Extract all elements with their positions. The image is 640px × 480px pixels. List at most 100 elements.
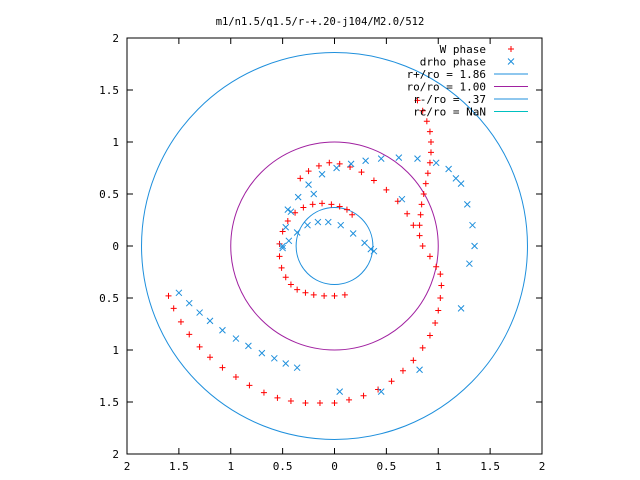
data-point xyxy=(414,155,421,162)
y-tick-label: 1 xyxy=(112,344,119,357)
data-point xyxy=(419,243,426,249)
legend-marker xyxy=(508,46,514,52)
data-point xyxy=(270,354,278,362)
data-point xyxy=(302,400,309,407)
data-point xyxy=(422,180,429,187)
radius-circle xyxy=(141,52,528,440)
y-tick-label: 1.5 xyxy=(99,84,119,97)
data-point xyxy=(260,389,267,396)
data-point xyxy=(336,203,343,210)
data-point xyxy=(362,157,369,165)
data-point xyxy=(426,128,433,135)
legend-label: W phase xyxy=(440,43,486,56)
y-tick-label: 1.5 xyxy=(99,396,119,409)
legend-label: r+/ro = 1.86 xyxy=(407,68,486,81)
data-point xyxy=(426,332,433,339)
data-point xyxy=(170,305,177,312)
data-point xyxy=(435,307,442,314)
y-tick-label: 2 xyxy=(112,32,119,45)
data-point xyxy=(426,159,433,166)
radius-circles xyxy=(141,52,528,440)
data-point xyxy=(310,291,317,298)
data-point xyxy=(419,344,426,351)
data-point xyxy=(419,107,426,114)
data-point xyxy=(388,378,395,385)
y-tick-label: 2 xyxy=(112,448,119,461)
data-point xyxy=(466,260,473,268)
data-point xyxy=(246,382,253,389)
data-point xyxy=(414,97,421,104)
data-point xyxy=(310,190,318,198)
data-point xyxy=(331,292,338,299)
data-point xyxy=(186,331,193,338)
data-point xyxy=(279,244,286,252)
legend-label: rc/ro = NaN xyxy=(413,106,486,119)
data-point xyxy=(278,264,285,271)
data-point xyxy=(420,191,427,197)
data-point xyxy=(287,281,294,288)
data-point xyxy=(375,386,382,393)
data-point xyxy=(445,165,452,173)
data-point xyxy=(370,177,377,184)
data-point xyxy=(399,367,406,374)
data-point xyxy=(276,240,283,247)
data-point xyxy=(232,374,239,381)
data-point xyxy=(309,201,316,208)
y-tick-label: 0.5 xyxy=(99,188,119,201)
data-point xyxy=(423,118,430,125)
data-point xyxy=(433,263,440,270)
x-tick-label: 1 xyxy=(227,460,234,473)
data-point xyxy=(305,181,312,188)
data-point xyxy=(367,245,375,253)
legend-label: ro/ro = 1.00 xyxy=(407,81,486,94)
data-point xyxy=(292,209,299,216)
data-point xyxy=(349,230,357,237)
data-point xyxy=(207,354,213,361)
radius-circle xyxy=(295,207,374,285)
data-point xyxy=(206,317,214,325)
x-tick-label: 1.5 xyxy=(480,460,500,473)
data-point xyxy=(318,170,326,178)
series-group xyxy=(175,154,478,395)
data-point xyxy=(165,292,172,299)
data-point xyxy=(416,366,423,374)
data-point xyxy=(336,388,344,395)
data-point xyxy=(404,210,411,217)
data-series xyxy=(165,97,478,407)
chart-title: m1/n1.5/q1.5/r-+.20-j104/M2.0/512 xyxy=(216,16,425,28)
y-tick-label: 1 xyxy=(112,136,119,149)
data-point xyxy=(321,292,328,299)
data-point xyxy=(274,394,281,401)
legend-label: r-/ro = .37 xyxy=(413,93,486,106)
data-point xyxy=(438,282,445,289)
data-point xyxy=(279,242,286,250)
data-point xyxy=(279,228,286,235)
data-point xyxy=(284,206,292,213)
data-point xyxy=(377,155,385,162)
data-point xyxy=(457,180,465,187)
data-point xyxy=(333,164,340,172)
data-point xyxy=(361,239,368,247)
data-point xyxy=(305,168,312,175)
radius-circle xyxy=(230,141,439,351)
data-point xyxy=(177,318,184,325)
data-point xyxy=(293,229,301,236)
data-point xyxy=(417,211,424,218)
x-tick-label: 2 xyxy=(124,460,131,473)
data-point xyxy=(232,335,240,342)
data-point xyxy=(416,232,423,239)
data-point xyxy=(302,289,309,296)
data-point xyxy=(452,175,460,182)
data-point xyxy=(437,271,444,278)
y-tick-label: 0.5 xyxy=(99,292,119,305)
data-point xyxy=(324,218,332,226)
x-tick-label: 0.5 xyxy=(273,460,293,473)
data-point xyxy=(326,159,333,166)
axis-ticks: 2 1.5 1 0.5 0 0.5 1 1.5 221.510.500.511.52 xyxy=(99,32,545,473)
data-point xyxy=(346,396,353,403)
data-point xyxy=(395,154,403,161)
data-point xyxy=(258,349,266,357)
legend-marker xyxy=(507,58,515,65)
data-point xyxy=(437,295,444,301)
